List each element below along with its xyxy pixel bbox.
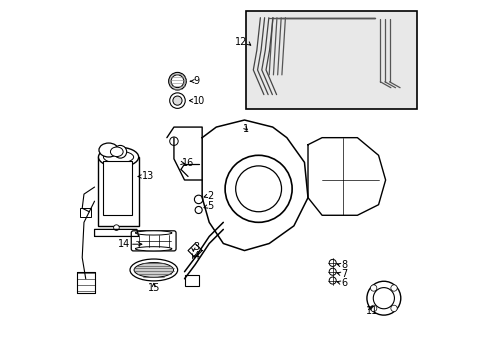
Circle shape [169,93,185,108]
Text: 2: 2 [207,191,213,201]
Text: 11: 11 [366,306,378,316]
Text: 3: 3 [193,242,199,252]
Ellipse shape [130,259,177,281]
Circle shape [390,285,396,291]
Circle shape [390,305,396,311]
Bar [184,275,198,286]
Bar [246,11,417,109]
Circle shape [169,137,178,145]
Text: 16: 16 [182,158,194,168]
Text: 8: 8 [341,260,347,270]
Circle shape [114,145,126,158]
Circle shape [195,207,202,213]
Circle shape [370,285,376,291]
Bar [103,161,131,215]
Circle shape [224,155,291,222]
Text: 4: 4 [193,251,199,261]
Circle shape [173,96,182,105]
Text: 14: 14 [117,239,130,249]
Bar [81,208,91,217]
Circle shape [168,72,186,90]
Text: 9: 9 [193,76,199,86]
Circle shape [328,277,336,284]
Text: 7: 7 [341,269,347,279]
Ellipse shape [98,147,139,167]
Circle shape [328,259,336,266]
Circle shape [372,288,394,309]
Text: 10: 10 [193,96,205,105]
Ellipse shape [134,262,173,277]
Circle shape [171,75,183,87]
Circle shape [194,195,203,204]
Ellipse shape [135,247,172,251]
Text: 5: 5 [207,202,213,211]
FancyBboxPatch shape [131,231,176,251]
Text: 1: 1 [243,124,249,134]
Bar [98,157,139,226]
Ellipse shape [135,231,172,235]
Text: 12: 12 [234,37,247,48]
Text: 13: 13 [142,171,154,181]
Circle shape [328,268,336,275]
Text: 6: 6 [341,278,347,288]
Ellipse shape [99,143,118,157]
Circle shape [235,166,281,212]
Ellipse shape [110,147,123,157]
Circle shape [366,281,400,315]
Circle shape [370,305,376,311]
Circle shape [113,225,119,230]
Ellipse shape [103,151,133,163]
Text: 15: 15 [147,283,160,293]
